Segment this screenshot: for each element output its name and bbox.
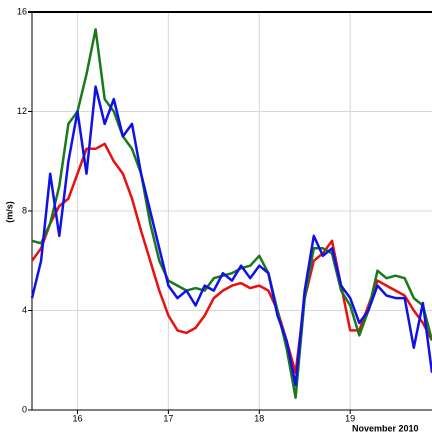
- x-tick-label: 17: [163, 413, 173, 423]
- y-axis-label: (m/s): [4, 201, 14, 223]
- y-tick-label: 8: [22, 205, 27, 215]
- series-line: [31, 28, 432, 399]
- y-tick-label: 12: [17, 106, 27, 116]
- y-tick-label: 16: [17, 6, 27, 16]
- y-tick-label: 4: [22, 305, 27, 315]
- x-tick-label: 16: [72, 413, 82, 423]
- series-line: [30, 85, 432, 387]
- x-axis-label: November 2010: [352, 423, 419, 433]
- x-tick-label: 18: [254, 413, 264, 423]
- x-tick-label: 19: [345, 413, 355, 423]
- series-line: [30, 142, 432, 374]
- y-tick-label: 0: [22, 404, 27, 414]
